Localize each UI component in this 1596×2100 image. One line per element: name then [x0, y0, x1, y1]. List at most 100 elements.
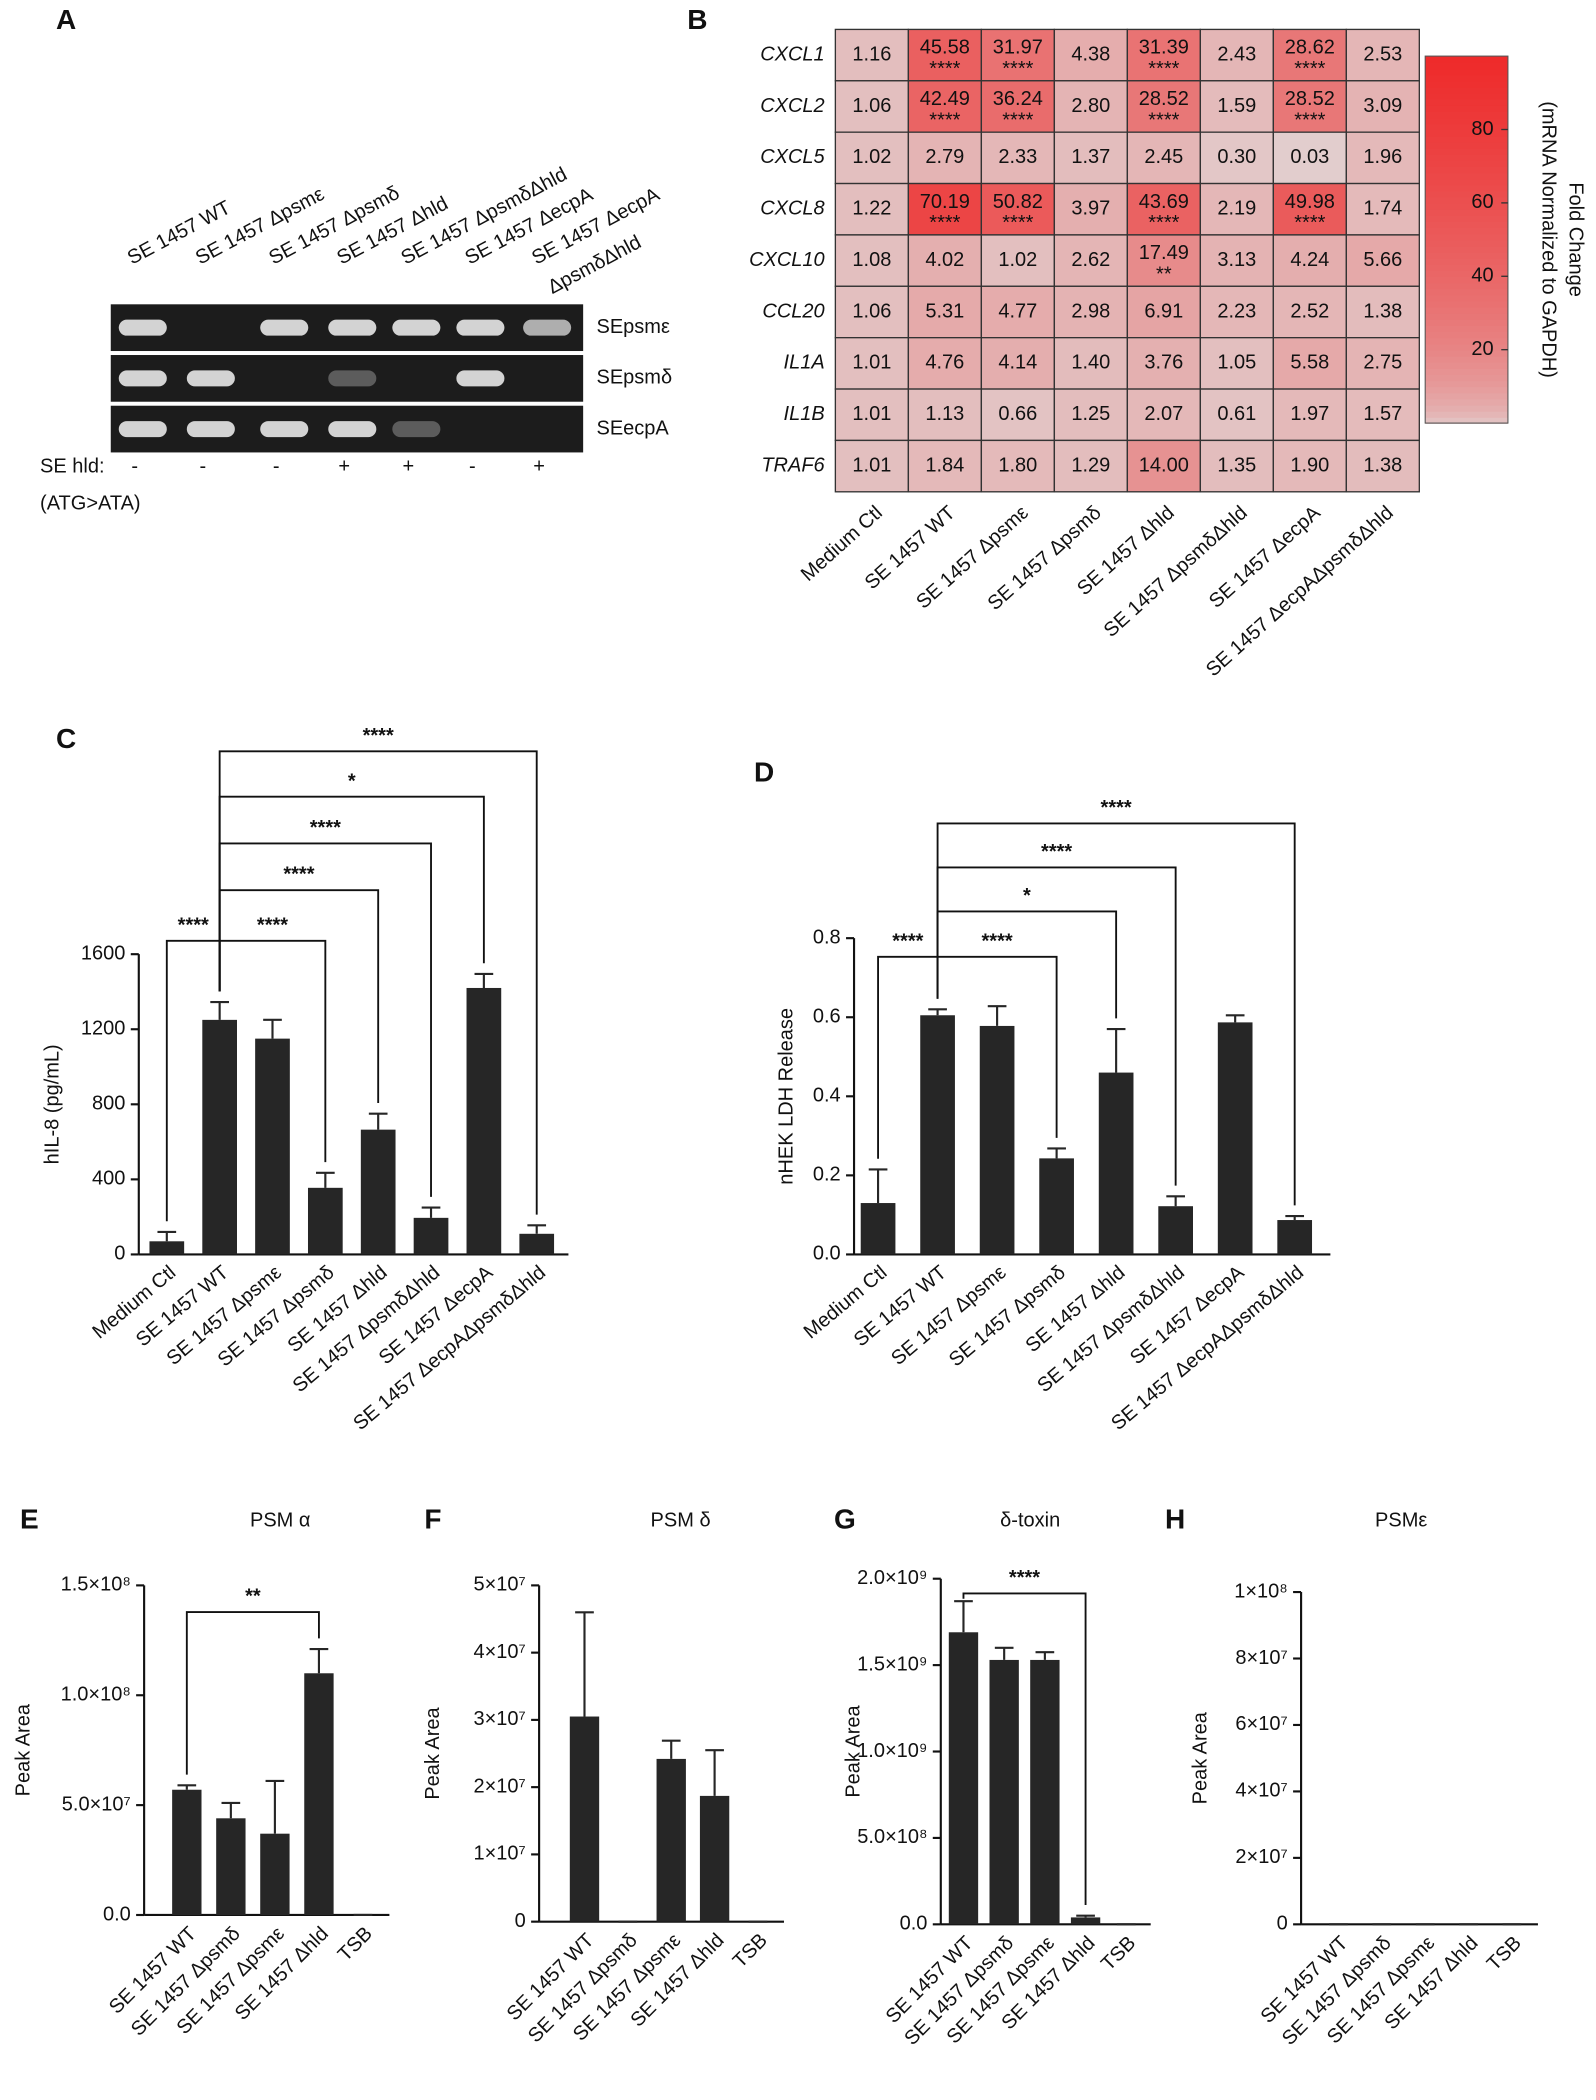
- heatmap-cell: [1272, 28, 1347, 82]
- bar: [989, 1659, 1019, 1925]
- cell-stars: ****: [1148, 109, 1179, 131]
- bar: [1070, 1917, 1101, 1925]
- significance-label: ****: [1041, 841, 1072, 863]
- heatmap-cell: [907, 388, 983, 442]
- heatmap-cell: [1199, 388, 1274, 442]
- cell-label: 28.52: [1139, 88, 1189, 110]
- cell-label: 5.31: [925, 300, 964, 322]
- bar: [860, 1203, 896, 1255]
- cell-stars: ****: [1294, 109, 1325, 131]
- colorbar-step: [1425, 337, 1508, 345]
- colorbar-step: [1425, 294, 1508, 302]
- heatmap-cell: [1345, 234, 1420, 287]
- significance-label: ****: [257, 914, 288, 936]
- y-tick-label: 0.0: [813, 1243, 841, 1265]
- x-tick-label: TSB: [1097, 1932, 1140, 1975]
- hld-sign: -: [131, 455, 138, 477]
- heatmap-cell: [1053, 388, 1129, 442]
- gel-band: [328, 319, 377, 336]
- hld-sign: +: [402, 455, 414, 477]
- colorbar-step: [1425, 147, 1508, 155]
- y-axis-label: Peak Area: [842, 1705, 864, 1798]
- colorbar-step: [1425, 312, 1508, 320]
- y-tick-label: 3×10⁷: [473, 1708, 525, 1730]
- gel-band: [118, 370, 167, 387]
- heatmap-cell: [1053, 439, 1129, 493]
- bar: [413, 1217, 449, 1255]
- significance-label: ****: [892, 930, 923, 952]
- cell-label: 1.06: [852, 300, 891, 322]
- heatmap-cell: [980, 285, 1056, 339]
- colorbar-step: [1425, 349, 1508, 357]
- colorbar-step: [1425, 117, 1508, 125]
- colorbar-step: [1425, 288, 1508, 296]
- gel-band: [186, 370, 235, 387]
- y-tick-label: 1.0×10⁸: [61, 1684, 131, 1706]
- error-bar: [210, 1000, 229, 1020]
- colorbar-tick-label: 40: [1471, 265, 1493, 287]
- heatmap-cell: [1345, 439, 1420, 493]
- cell-label: 5.66: [1363, 249, 1402, 271]
- heatmap-cell: [1126, 234, 1202, 287]
- bar: [948, 1632, 979, 1925]
- error-bar: [527, 1224, 547, 1234]
- significance-label: ****: [283, 864, 314, 886]
- gel-band: [456, 319, 505, 336]
- row-label: CXCL1: [760, 43, 824, 65]
- cell-label: 31.39: [1139, 37, 1189, 59]
- significance-label: ****: [310, 817, 341, 839]
- significance-bracket: [936, 822, 1296, 1206]
- colorbar-step: [1425, 233, 1508, 241]
- bar: [1277, 1220, 1313, 1255]
- colorbar-step: [1425, 209, 1508, 216]
- gel-band: [328, 421, 377, 438]
- y-axis-label: hIL-8 (pg/mL): [42, 1044, 64, 1164]
- significance-bracket: [185, 1611, 320, 1775]
- error-bar: [987, 1005, 1007, 1026]
- error-bar: [954, 1600, 973, 1633]
- y-tick-label: 0.8: [813, 926, 841, 948]
- row-label: CXCL10: [749, 249, 825, 271]
- colorbar-step: [1425, 416, 1508, 424]
- panel-letter: F: [424, 1504, 441, 1535]
- error-bar: [315, 1171, 335, 1188]
- heatmap-cell: [1053, 337, 1129, 390]
- error-bar: [157, 1230, 177, 1242]
- colorbar-step: [1425, 282, 1508, 290]
- gel-band: [186, 421, 235, 438]
- y-tick-label: 800: [92, 1093, 125, 1115]
- heatmap-cell: [834, 234, 910, 287]
- bar: [1158, 1206, 1193, 1255]
- y-tick-label: 2×10⁷: [1235, 1846, 1287, 1868]
- colorbar-step: [1425, 215, 1508, 223]
- cell-label: 0.03: [1290, 146, 1329, 168]
- cell-label: 14.00: [1139, 454, 1189, 476]
- cell-label: 1.01: [852, 454, 891, 476]
- significance-label: *: [348, 770, 356, 792]
- hld-sign: -: [200, 455, 207, 477]
- colorbar-step: [1425, 331, 1508, 339]
- error-bar: [868, 1168, 888, 1204]
- panel-letter: G: [834, 1504, 856, 1535]
- cell-stars: ****: [929, 109, 960, 131]
- significance-bracket: [218, 795, 485, 992]
- cell-label: 28.62: [1285, 37, 1335, 59]
- y-tick-label: 1×10⁸: [1234, 1580, 1288, 1602]
- cell-label: 1.97: [1290, 403, 1329, 425]
- cell-label: 2.23: [1217, 300, 1256, 322]
- bar: [519, 1233, 555, 1255]
- cell-label: 50.82: [993, 191, 1043, 213]
- cell-label: 2.98: [1071, 300, 1110, 322]
- heatmap-cell: [834, 285, 910, 339]
- colorbar-step: [1425, 105, 1508, 112]
- colorbar-step: [1425, 325, 1508, 333]
- error-bar: [263, 1018, 282, 1039]
- y-tick-label: 0: [515, 1910, 526, 1932]
- cell-label: 1.37: [1071, 146, 1110, 168]
- row-label: CCL20: [762, 300, 824, 322]
- bar: [149, 1241, 185, 1255]
- y-tick-label: 0: [1277, 1913, 1288, 1935]
- bar: [307, 1187, 343, 1255]
- panel-letter: D: [754, 756, 774, 787]
- heatmap-cell: [907, 182, 983, 236]
